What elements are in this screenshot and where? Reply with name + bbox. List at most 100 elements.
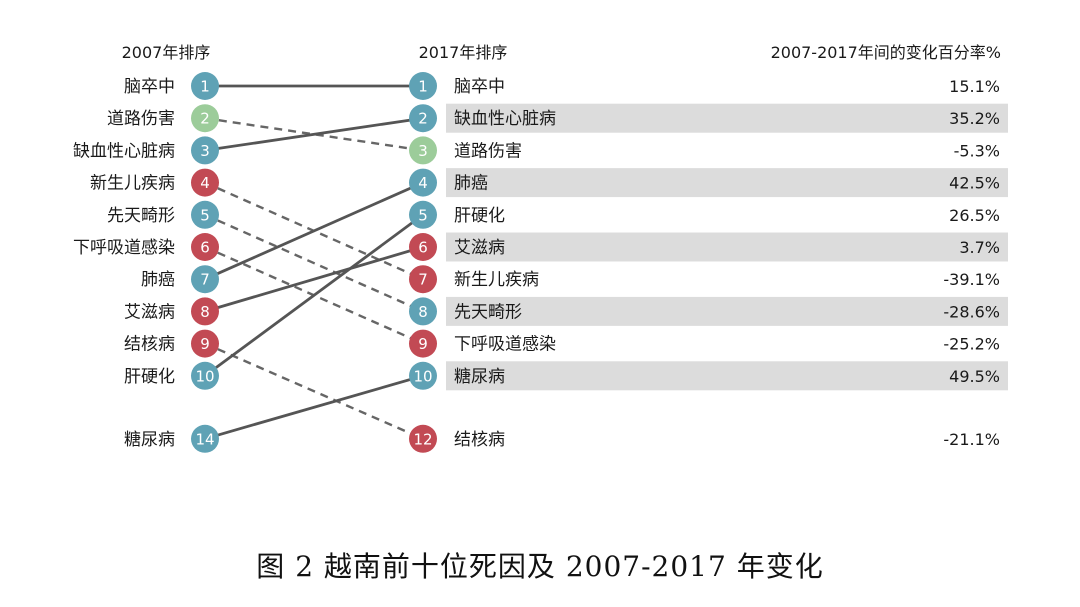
right-cause-label-8: 先天畸形 — [454, 302, 522, 322]
change-value-3: -5.3% — [954, 141, 1000, 160]
right-column-2017: 1 脑卒中 15.1% 2 缺血性心脏病 35.2% 3 道路伤害 -5.3% 4 肺癌 42.5% 5… — [409, 72, 1000, 453]
left-rank-number-4: 4 — [200, 174, 210, 192]
row-highlight-8 — [446, 296, 1008, 326]
row-highlight-6 — [446, 232, 1008, 262]
right-cause-label-4: 肺癌 — [454, 174, 488, 194]
right-rank-number-4: 4 — [418, 174, 428, 192]
left-rank-badge-2 — [191, 104, 219, 133]
right-rank-number-12: 12 — [413, 430, 432, 448]
change-value-8: -28.6% — [943, 302, 1000, 321]
change-value-1: 15.1% — [949, 77, 1000, 96]
right-rank-badge-9 — [409, 329, 437, 358]
right-rank-number-6: 6 — [418, 239, 428, 257]
left-rank-badge-9 — [191, 329, 219, 358]
left-cause-label-1: 脑卒中 — [124, 77, 175, 97]
left-rank-number-8: 8 — [200, 303, 210, 321]
link-3-to-2 — [204, 116, 424, 152]
rank-links — [204, 84, 424, 441]
left-cause-label-8: 艾滋病 — [124, 302, 175, 322]
left-cause-label-5: 先天畸形 — [107, 206, 175, 226]
left-rank-badge-7 — [191, 265, 219, 294]
link-14-to-10 — [204, 374, 424, 441]
left-rank-badge-5 — [191, 200, 219, 229]
left-cause-label-2: 道路伤害 — [107, 109, 175, 129]
right-cause-label-9: 下呼吸道感染 — [454, 335, 556, 355]
right-rank-number-1: 1 — [418, 78, 428, 96]
header-2007: 2007年排序 — [122, 43, 211, 62]
left-cause-label-10: 肝硬化 — [124, 367, 175, 387]
left-rank-number-3: 3 — [200, 142, 210, 160]
link-2-to-3 — [204, 117, 424, 152]
right-cause-label-5: 肝硬化 — [454, 206, 505, 226]
right-cause-label-10: 糖尿病 — [454, 367, 505, 387]
left-rank-number-10: 10 — [195, 367, 214, 385]
right-cause-label-3: 道路伤害 — [454, 141, 522, 161]
right-cause-label-1: 脑卒中 — [454, 77, 505, 97]
left-rank-number-1: 1 — [200, 78, 210, 96]
right-rank-number-2: 2 — [418, 110, 428, 128]
left-rank-number-14: 14 — [195, 430, 214, 448]
change-value-6: 3.7% — [959, 238, 1000, 257]
right-rank-number-5: 5 — [418, 206, 428, 224]
left-rank-number-6: 6 — [200, 239, 210, 257]
left-rank-badge-14 — [191, 424, 219, 453]
link-10-to-5 — [204, 213, 424, 377]
right-rank-badge-7 — [409, 265, 437, 294]
right-rank-badge-8 — [409, 297, 437, 326]
right-rank-number-10: 10 — [413, 367, 432, 385]
right-rank-badge-10 — [409, 361, 437, 390]
left-cause-label-14: 糖尿病 — [124, 430, 175, 450]
left-cause-label-3: 缺血性心脏病 — [73, 141, 175, 161]
left-cause-label-6: 下呼吸道感染 — [73, 238, 175, 258]
change-value-2: 35.2% — [949, 109, 1000, 128]
right-rank-badge-5 — [409, 200, 437, 229]
row-highlight-4 — [446, 168, 1008, 198]
row-highlight-2 — [446, 103, 1008, 133]
header-2017: 2017年排序 — [419, 43, 508, 62]
right-rank-number-9: 9 — [418, 335, 428, 353]
left-rank-number-5: 5 — [200, 206, 210, 224]
right-rank-badge-6 — [409, 233, 437, 261]
header-change: 2007-2017年间的变化百分率% — [771, 43, 1001, 62]
left-rank-badge-10 — [191, 361, 219, 390]
rank-change-chart: 2007年排序 2017年排序 2007-2017年间的变化百分率% 1 脑卒中 2… — [73, 43, 1008, 453]
left-rank-badge-4 — [191, 168, 219, 197]
link-7-to-4 — [204, 181, 424, 281]
change-value-5: 26.5% — [949, 206, 1000, 225]
left-rank-number-9: 9 — [200, 335, 210, 353]
right-cause-label-12: 结核病 — [454, 430, 505, 450]
left-rank-badge-6 — [191, 233, 219, 261]
right-cause-label-6: 艾滋病 — [454, 238, 505, 258]
left-column-2007: 1 脑卒中 2 道路伤害 3 缺血性心脏病 4 新生儿疾病 5 先天畸形 6 下呼吸道感染 7 肺癌 8 艾滋… — [73, 72, 219, 453]
right-rank-number-3: 3 — [418, 142, 428, 160]
change-value-12: -21.1% — [943, 430, 1000, 449]
right-rank-number-8: 8 — [418, 303, 428, 321]
change-value-4: 42.5% — [949, 174, 1000, 193]
left-rank-badge-1 — [191, 72, 219, 100]
left-rank-number-2: 2 — [200, 110, 210, 128]
right-rank-badge-1 — [409, 72, 437, 100]
left-cause-label-9: 结核病 — [124, 335, 175, 355]
left-cause-label-4: 新生儿疾病 — [90, 174, 175, 194]
change-value-10: 49.5% — [949, 367, 1000, 386]
left-cause-label-7: 肺癌 — [141, 270, 175, 290]
row-highlight-10 — [446, 361, 1008, 391]
right-cause-label-2: 缺血性心脏病 — [454, 109, 556, 129]
left-rank-number-7: 7 — [200, 271, 210, 289]
link-8-to-6 — [204, 245, 424, 313]
figure-caption: 图 2 越南前十位死因及 2007-2017 年变化 — [256, 550, 824, 583]
column-headers: 2007年排序 2017年排序 2007-2017年间的变化百分率% — [122, 43, 1001, 62]
right-rank-badge-3 — [409, 136, 437, 165]
right-rank-badge-2 — [409, 104, 437, 133]
right-rank-badge-12 — [409, 424, 437, 453]
right-cause-label-7: 新生儿疾病 — [454, 270, 539, 290]
link-9-to-12 — [204, 342, 424, 440]
left-rank-badge-8 — [191, 297, 219, 326]
change-value-9: -25.2% — [943, 335, 1000, 354]
right-rank-badge-4 — [409, 168, 437, 197]
left-rank-badge-3 — [191, 136, 219, 165]
right-rank-number-7: 7 — [418, 271, 428, 289]
row-highlights — [446, 103, 1008, 391]
change-value-7: -39.1% — [943, 270, 1000, 289]
